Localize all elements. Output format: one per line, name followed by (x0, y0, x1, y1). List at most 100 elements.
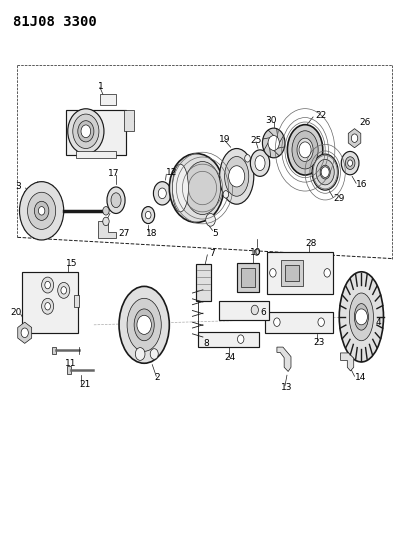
Text: 1: 1 (98, 82, 104, 91)
Circle shape (229, 166, 245, 187)
Circle shape (318, 318, 324, 326)
Ellipse shape (349, 293, 373, 341)
Bar (196, 264, 211, 301)
Bar (267, 252, 333, 294)
Ellipse shape (173, 164, 188, 212)
Circle shape (153, 182, 171, 205)
Text: 23: 23 (313, 338, 324, 347)
Circle shape (137, 316, 151, 334)
Text: 29: 29 (333, 194, 345, 203)
Text: 5: 5 (213, 229, 218, 238)
Text: 24: 24 (225, 353, 236, 362)
Bar (281, 260, 303, 286)
Circle shape (223, 191, 229, 198)
Circle shape (61, 287, 66, 294)
Circle shape (58, 282, 70, 298)
Circle shape (21, 328, 28, 337)
Text: 10: 10 (249, 248, 261, 257)
Circle shape (19, 182, 64, 240)
Text: 8: 8 (204, 339, 209, 348)
Circle shape (351, 134, 358, 142)
Ellipse shape (297, 138, 313, 161)
Circle shape (345, 157, 355, 169)
Text: 2: 2 (154, 373, 160, 382)
Ellipse shape (320, 165, 330, 179)
Ellipse shape (316, 159, 334, 185)
Circle shape (34, 201, 49, 220)
Ellipse shape (134, 309, 154, 341)
Bar (67, 366, 71, 374)
Bar (76, 151, 116, 158)
Ellipse shape (354, 304, 369, 330)
Circle shape (324, 269, 330, 277)
Ellipse shape (73, 114, 99, 149)
Circle shape (341, 151, 359, 175)
Ellipse shape (127, 298, 161, 351)
Text: 12: 12 (166, 167, 178, 176)
Ellipse shape (184, 161, 221, 215)
Ellipse shape (250, 150, 270, 176)
Circle shape (150, 349, 158, 359)
Text: 7: 7 (209, 249, 215, 258)
Text: 81J08 3300: 81J08 3300 (13, 14, 97, 29)
Ellipse shape (119, 286, 169, 364)
Text: 21: 21 (79, 380, 90, 389)
Ellipse shape (225, 157, 249, 196)
Ellipse shape (255, 156, 265, 171)
Bar (265, 312, 333, 333)
Circle shape (299, 142, 311, 158)
Circle shape (206, 214, 215, 226)
Bar (53, 346, 56, 354)
Ellipse shape (169, 154, 224, 222)
Text: 14: 14 (354, 373, 366, 382)
Text: 15: 15 (66, 260, 77, 268)
Text: 20: 20 (11, 308, 22, 317)
Polygon shape (277, 347, 291, 372)
Text: 17: 17 (108, 169, 119, 178)
Circle shape (274, 318, 280, 326)
Text: 28: 28 (305, 239, 316, 248)
Circle shape (45, 281, 51, 289)
Circle shape (135, 348, 145, 360)
Polygon shape (98, 221, 116, 238)
Text: 22: 22 (315, 111, 326, 120)
Circle shape (268, 135, 279, 150)
Ellipse shape (78, 120, 94, 142)
Text: 19: 19 (219, 135, 230, 144)
Circle shape (158, 188, 166, 199)
Text: 6: 6 (261, 308, 266, 317)
Text: 4: 4 (375, 318, 381, 327)
Polygon shape (18, 322, 32, 343)
Ellipse shape (107, 187, 125, 214)
Bar (124, 110, 134, 131)
Text: 18: 18 (146, 229, 158, 238)
Bar (241, 268, 255, 287)
Text: 30: 30 (266, 116, 277, 125)
Ellipse shape (68, 109, 104, 154)
Text: 3: 3 (15, 182, 21, 191)
Circle shape (270, 269, 276, 277)
Bar (74, 295, 79, 308)
Ellipse shape (288, 125, 323, 175)
Circle shape (251, 305, 258, 315)
Bar (66, 110, 126, 155)
Bar (285, 265, 299, 281)
Circle shape (38, 207, 45, 215)
Circle shape (245, 155, 250, 162)
Ellipse shape (339, 272, 384, 362)
Text: 11: 11 (64, 359, 76, 368)
Circle shape (142, 207, 155, 223)
Bar (237, 263, 259, 292)
Text: 16: 16 (356, 180, 368, 189)
Circle shape (348, 160, 352, 166)
Circle shape (103, 207, 109, 215)
Ellipse shape (220, 149, 254, 204)
Ellipse shape (292, 131, 318, 169)
Text: 13: 13 (281, 383, 292, 392)
Circle shape (103, 217, 109, 225)
Text: 26: 26 (359, 118, 371, 127)
Text: 27: 27 (118, 229, 130, 238)
Circle shape (42, 298, 54, 314)
Circle shape (81, 125, 91, 138)
Bar (21, 272, 78, 333)
